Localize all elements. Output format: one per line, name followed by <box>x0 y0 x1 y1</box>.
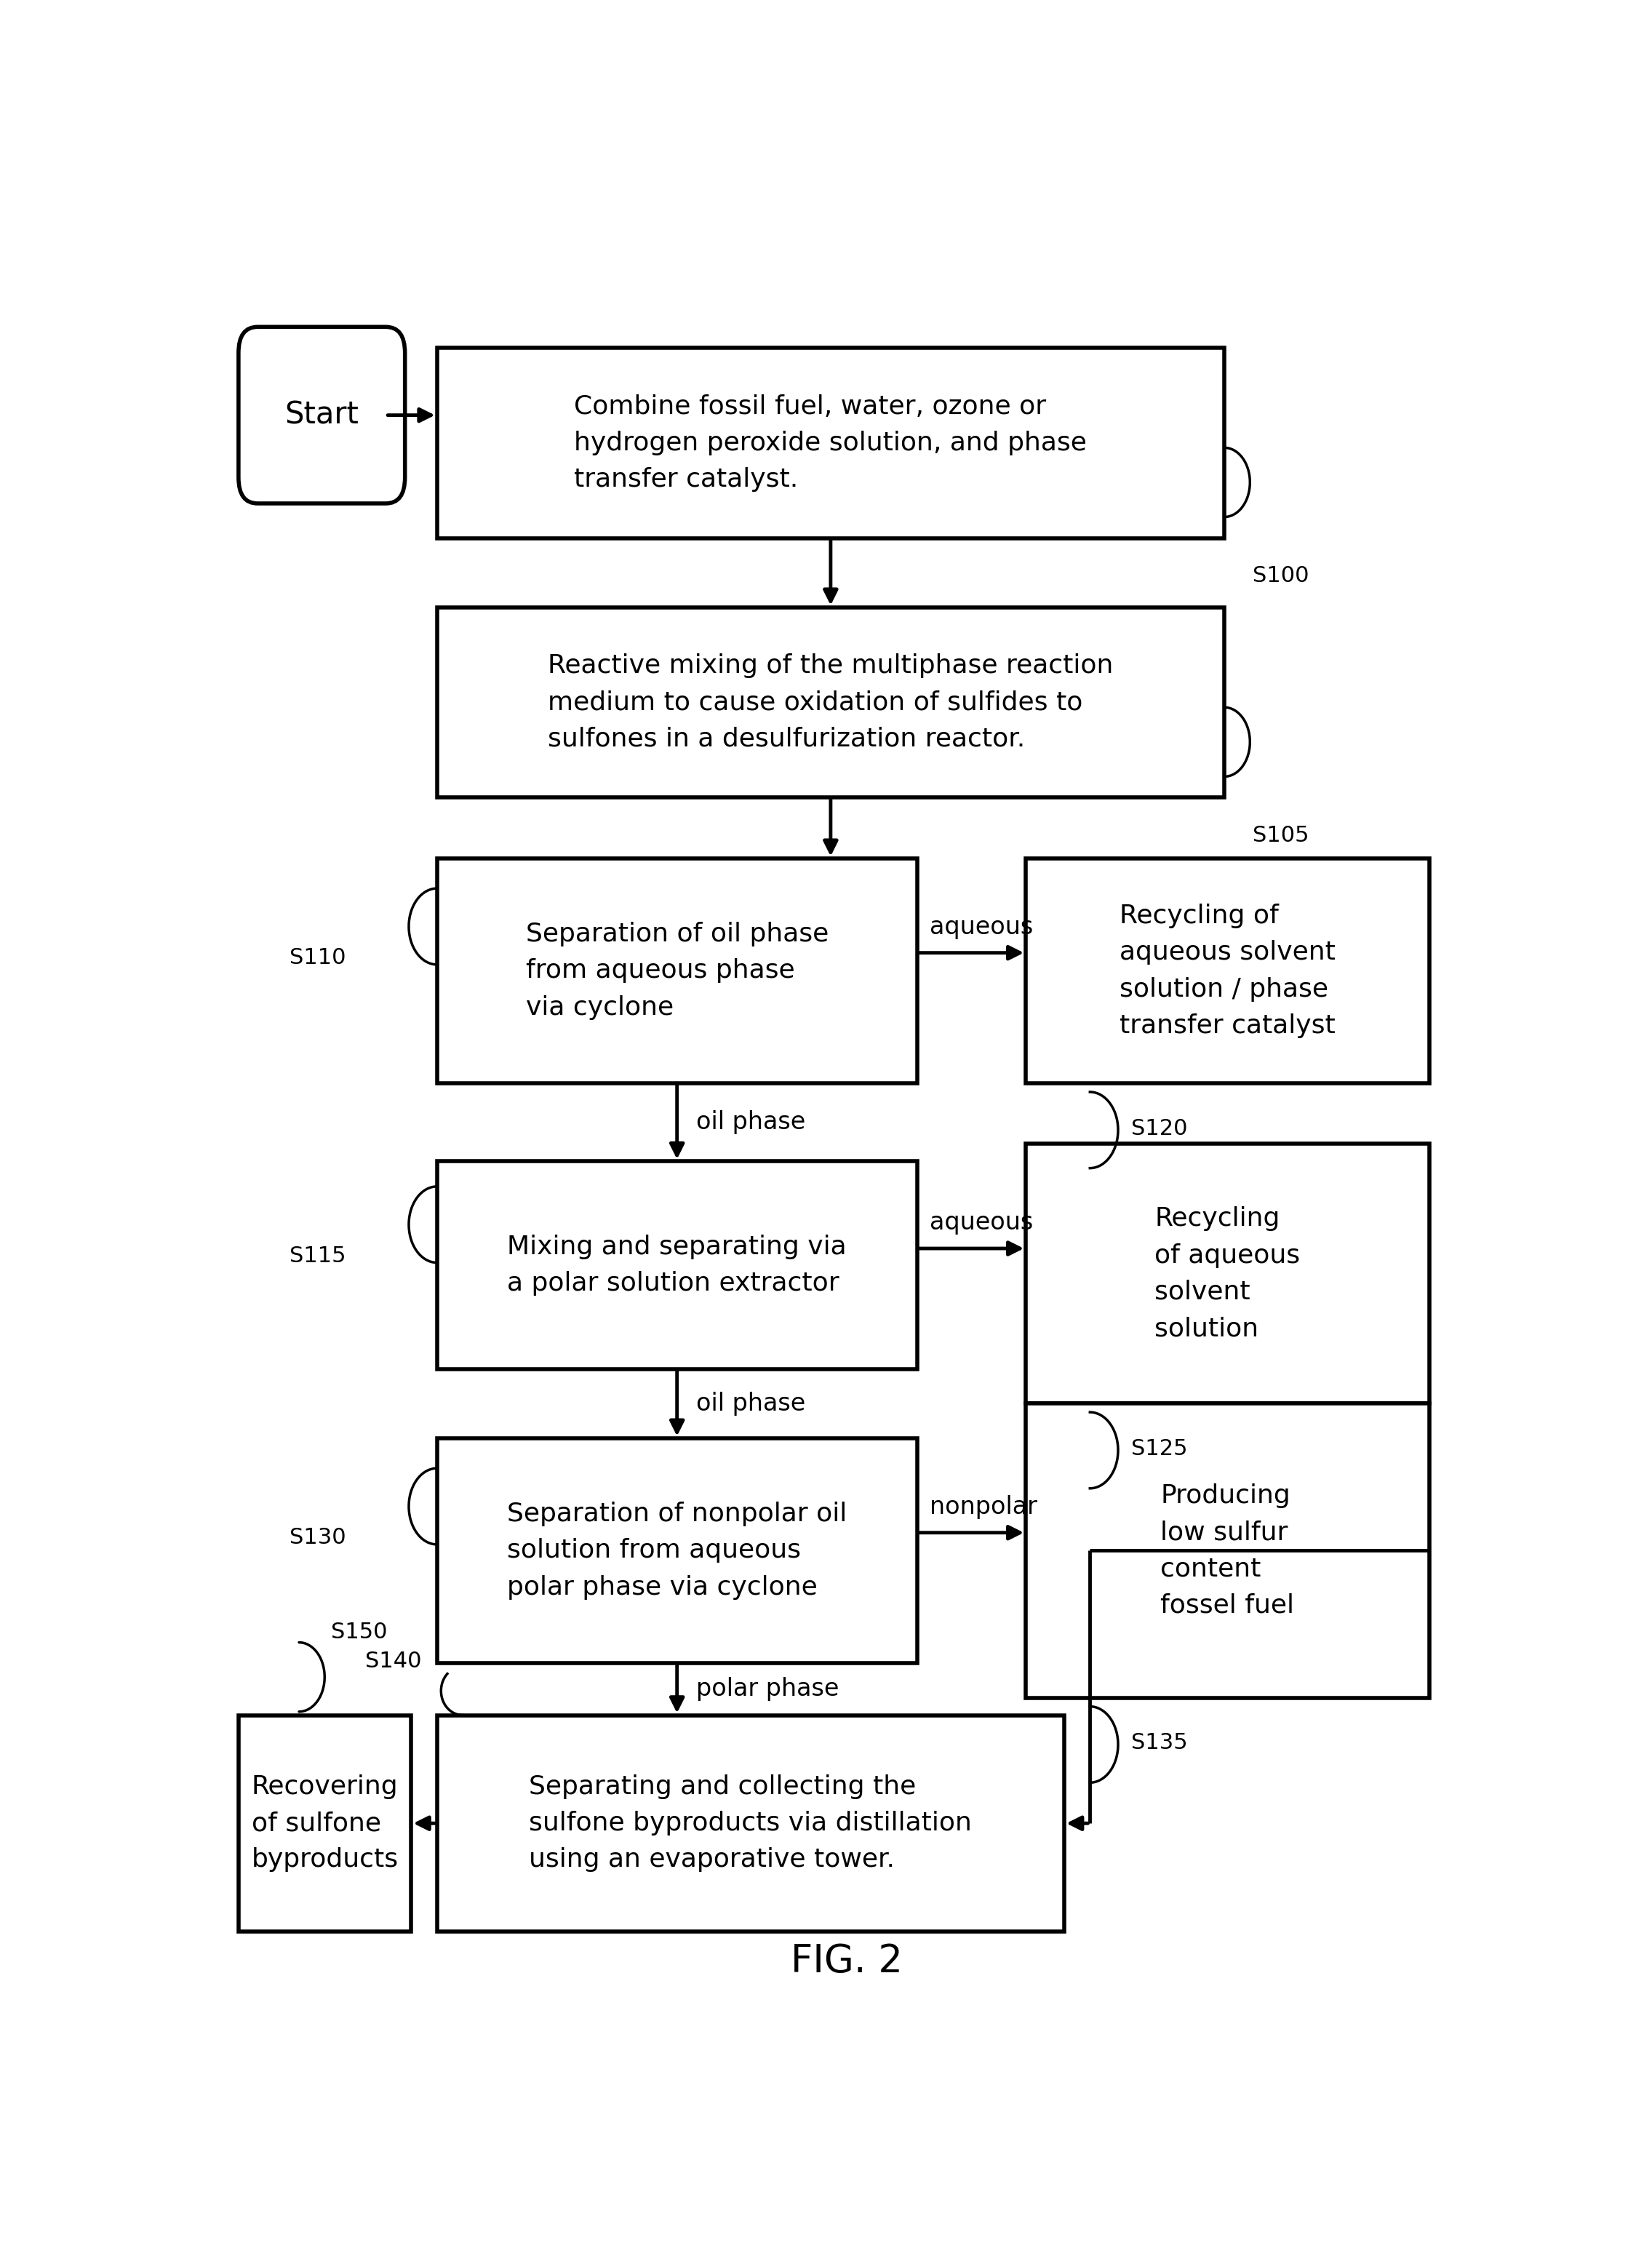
Text: S100: S100 <box>1252 566 1308 587</box>
Bar <box>436 1162 917 1369</box>
Bar <box>436 1439 917 1664</box>
Text: oil phase: oil phase <box>695 1111 806 1135</box>
Bar <box>436 859 917 1084</box>
Bar <box>436 607 1224 798</box>
Bar <box>436 1715 1064 1931</box>
Text: S135: S135 <box>1132 1733 1188 1753</box>
Text: polar phase: polar phase <box>695 1677 839 1702</box>
FancyBboxPatch shape <box>238 326 405 504</box>
Text: S140: S140 <box>365 1650 421 1673</box>
Text: S130: S130 <box>289 1526 347 1549</box>
Bar <box>1026 1403 1429 1697</box>
Text: Recovering
of sulfone
byproducts: Recovering of sulfone byproducts <box>251 1774 398 1873</box>
Text: Separation of oil phase
from aqueous phase
via cyclone: Separation of oil phase from aqueous pha… <box>525 922 828 1021</box>
Text: aqueous: aqueous <box>930 915 1034 940</box>
Text: S105: S105 <box>1252 825 1308 845</box>
Text: oil phase: oil phase <box>695 1392 806 1416</box>
Text: Combine fossil fuel, water, ozone or
hydrogen peroxide solution, and phase
trans: Combine fossil fuel, water, ozone or hyd… <box>575 393 1087 492</box>
Text: Mixing and separating via
a polar solution extractor: Mixing and separating via a polar soluti… <box>507 1234 847 1295</box>
Text: Recycling
of aqueous
solvent
solution: Recycling of aqueous solvent solution <box>1155 1207 1300 1340</box>
Bar <box>1026 859 1429 1084</box>
Text: aqueous: aqueous <box>930 1212 1034 1234</box>
Text: Start: Start <box>284 400 358 429</box>
Text: Producing
low sulfur
content
fossel fuel: Producing low sulfur content fossel fuel <box>1161 1484 1295 1619</box>
Bar <box>1026 1144 1429 1403</box>
Text: Recycling of
aqueous solvent
solution / phase
transfer catalyst: Recycling of aqueous solvent solution / … <box>1120 904 1335 1039</box>
Text: Reactive mixing of the multiphase reaction
medium to cause oxidation of sulfides: Reactive mixing of the multiphase reacti… <box>548 654 1113 751</box>
Text: Separating and collecting the
sulfone byproducts via distillation
using an evapo: Separating and collecting the sulfone by… <box>529 1774 971 1873</box>
Text: S125: S125 <box>1132 1439 1188 1459</box>
Text: nonpolar: nonpolar <box>930 1495 1037 1520</box>
Bar <box>238 1715 411 1931</box>
Bar <box>436 348 1224 537</box>
Text: FIG. 2: FIG. 2 <box>791 1942 902 1980</box>
Text: S120: S120 <box>1132 1117 1188 1140</box>
Text: S110: S110 <box>289 946 347 969</box>
Text: S150: S150 <box>330 1621 387 1643</box>
Text: S115: S115 <box>289 1245 347 1266</box>
Text: Separation of nonpolar oil
solution from aqueous
polar phase via cyclone: Separation of nonpolar oil solution from… <box>507 1502 847 1601</box>
